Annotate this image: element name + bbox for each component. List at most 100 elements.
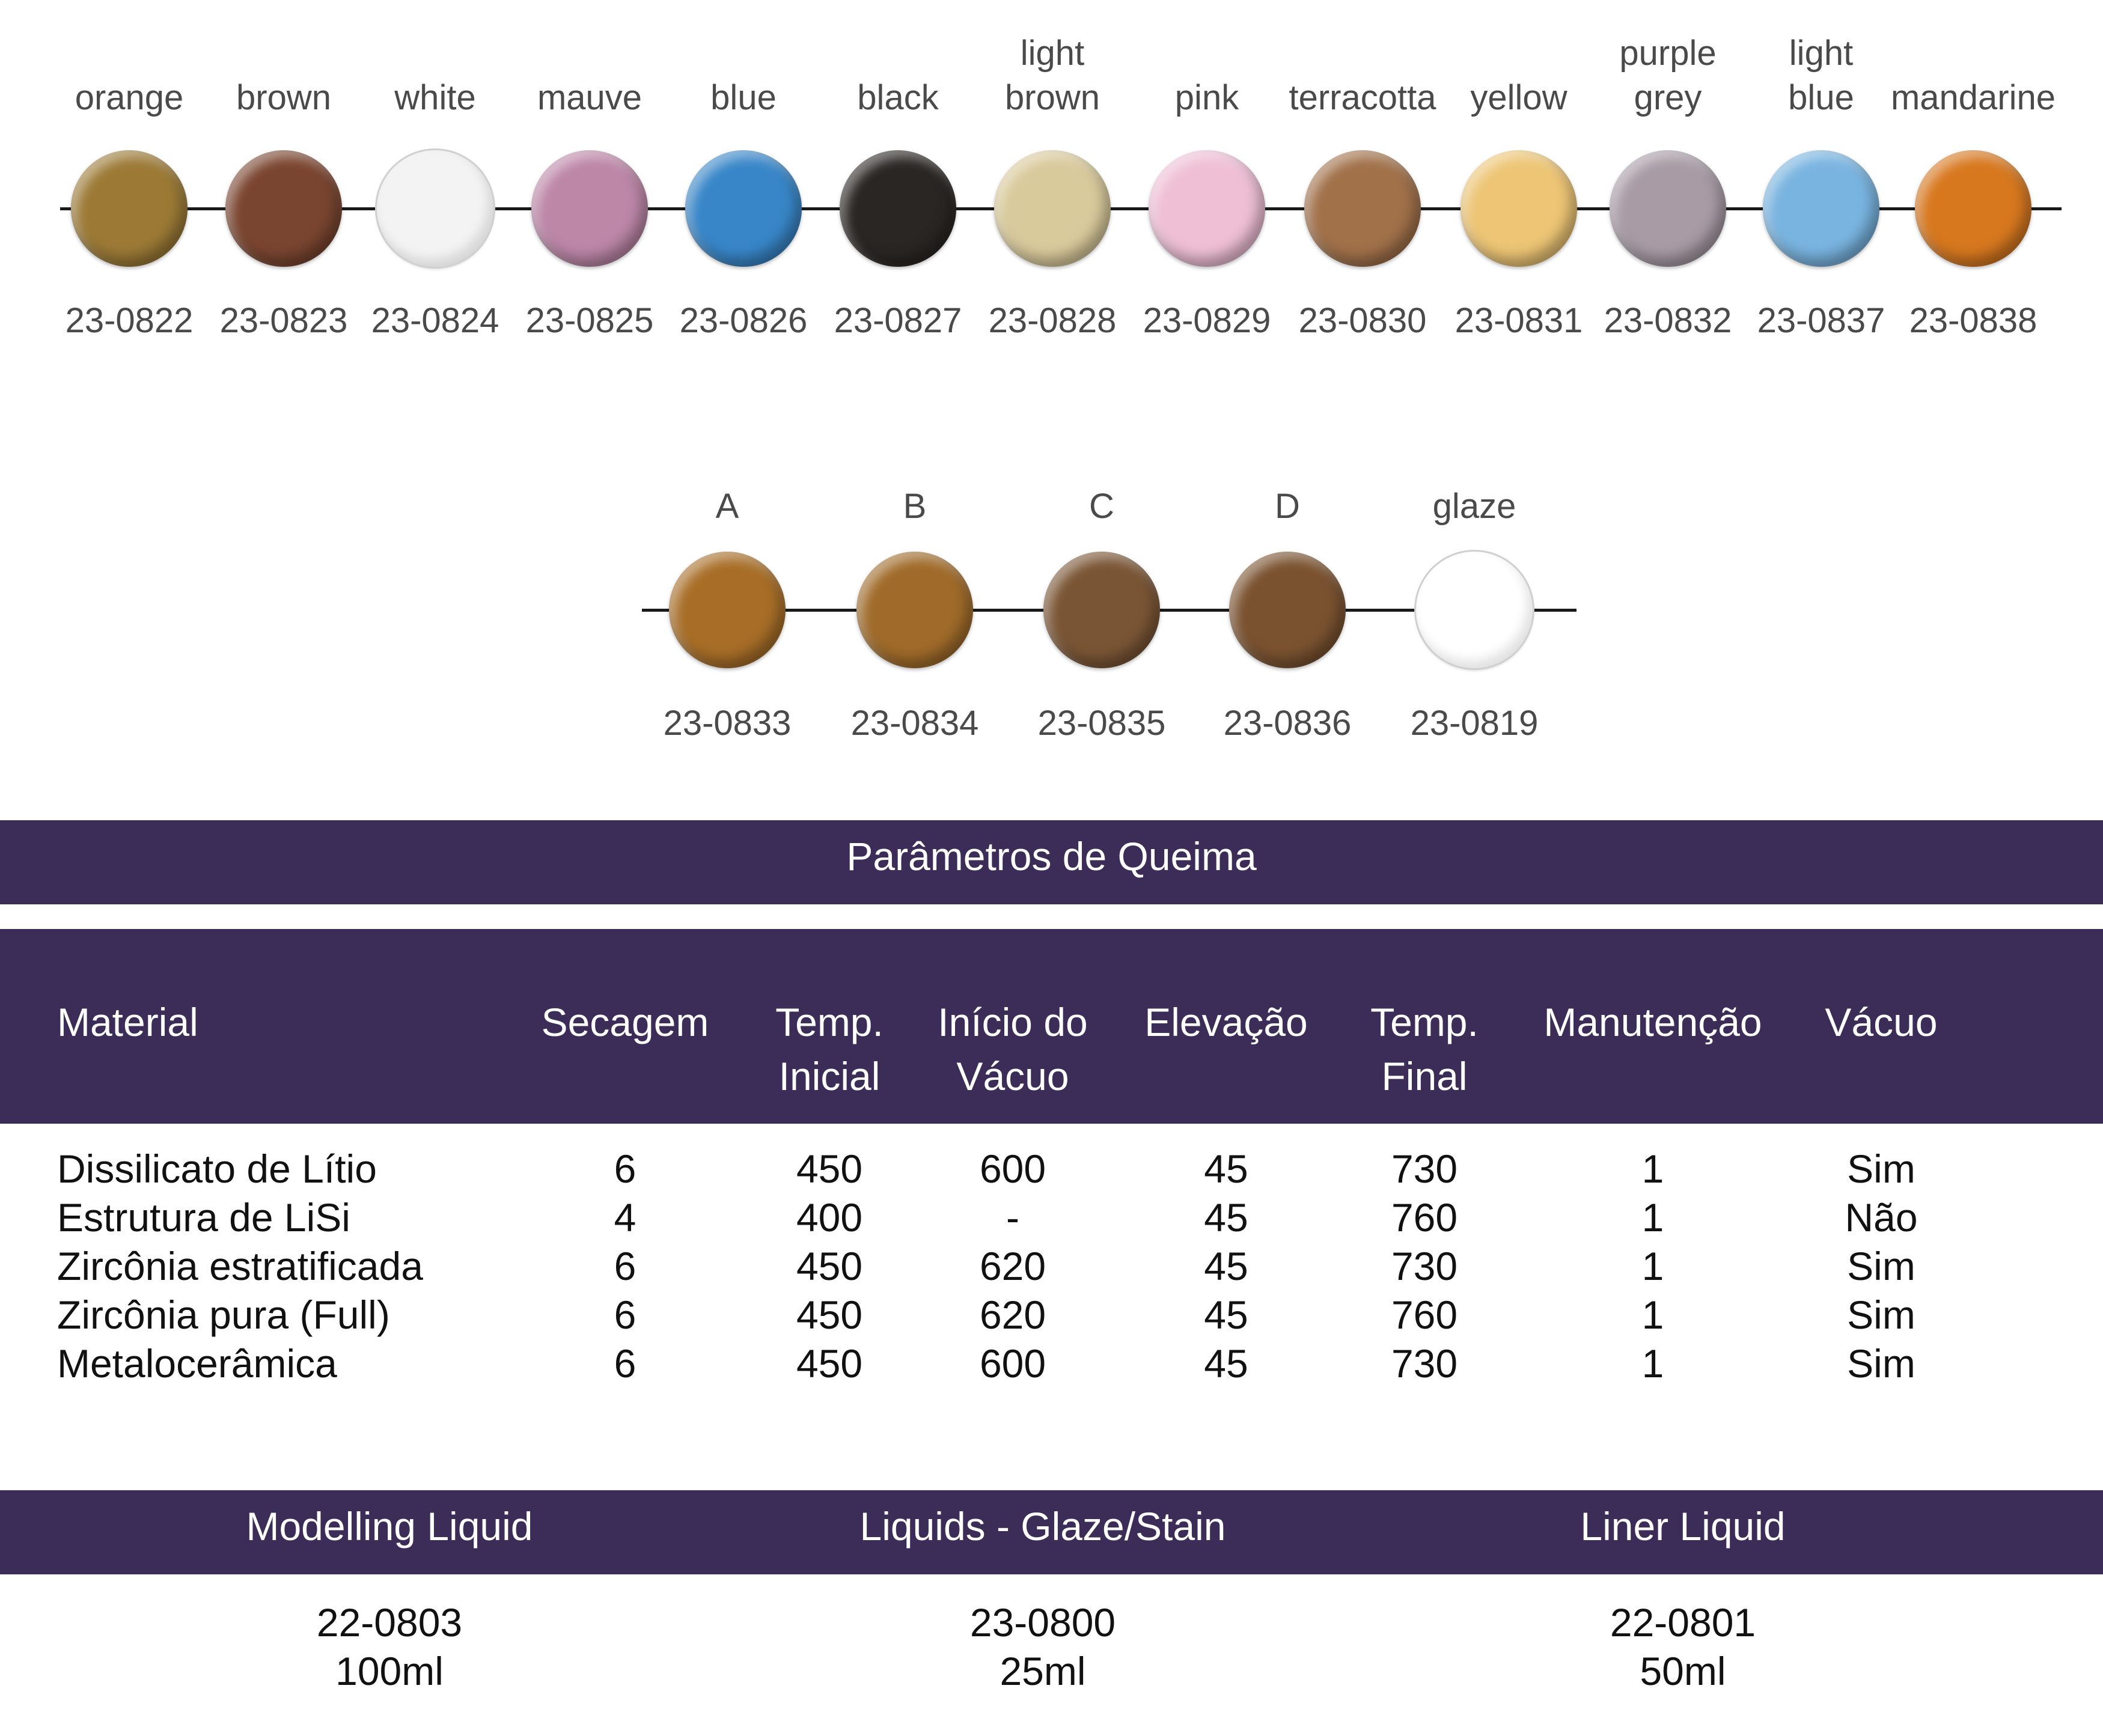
header-elevacao: Elevação ºC/min	[1144, 1000, 1308, 1154]
swatch-code: 23-0822	[65, 301, 194, 340]
swatch-code: 23-0832	[1604, 301, 1732, 340]
liquid-title-liner: Liner Liquid	[1580, 1504, 1786, 1549]
swatch-color-dot	[685, 150, 802, 267]
swatch-color-dot	[1304, 150, 1421, 267]
swatch-color-dot	[531, 150, 648, 267]
table-cell: 450	[796, 1244, 863, 1288]
swatch-color-dot	[840, 150, 956, 267]
table-cell: 6	[614, 1147, 636, 1191]
cell-material: Zircônia estratificada	[57, 1244, 423, 1288]
table-cell: 760	[1391, 1195, 1458, 1240]
table-cell: 6	[614, 1244, 636, 1288]
table-cell: 1	[1641, 1147, 1664, 1191]
table-row: Metalocerâmica 6 450 600 45 730 1 Sim	[0, 1339, 2103, 1388]
table-cell: 45	[1204, 1293, 1248, 1337]
swatch-color-dot	[1043, 552, 1160, 668]
swatch-color-dot	[1229, 552, 1346, 668]
swatch-code: 23-0829	[1143, 301, 1271, 340]
swatch-code: 23-0838	[1909, 301, 2037, 340]
liquids-band: Modelling Liquid Liquids - Glaze/Stain L…	[0, 1490, 2103, 1574]
table-cell: 730	[1391, 1147, 1458, 1191]
table-cell: 45	[1204, 1147, 1248, 1191]
swatch-code: 23-0831	[1454, 301, 1583, 340]
liquid-title-modelling: Modelling Liquid	[246, 1504, 533, 1549]
table-cell: 45	[1204, 1195, 1248, 1240]
swatch-code: 23-0819	[1410, 704, 1539, 743]
table-row: Dissilicato de Lítio 6 450 600 45 730 1 Sim	[0, 1145, 2103, 1193]
header-manutencao: Manutenção (min.)	[1543, 1000, 1762, 1154]
swatch-color-dot	[994, 150, 1111, 267]
table-cell: 1	[1641, 1293, 1664, 1337]
liquid-glaze-stain: 23-0800 25ml	[802, 1598, 1283, 1696]
swatch-name: brown	[236, 78, 331, 117]
header-inicio-vacuo: Início do Vácuo ºC	[938, 1000, 1088, 1156]
swatch-code: 23-0825	[525, 301, 654, 340]
swatch-code: 23-0836	[1223, 704, 1352, 743]
cell-material: Metalocerâmica	[57, 1341, 337, 1386]
table-cell: 450	[796, 1147, 863, 1191]
liquid-code: 22-0803	[316, 1600, 463, 1645]
swatch-color-dot	[1149, 150, 1265, 267]
swatch-color-dot	[669, 552, 786, 668]
swatch-color-dot	[856, 552, 973, 668]
table-cell: Não	[1845, 1195, 1918, 1240]
cell-material: Estrutura de LiSi	[57, 1195, 350, 1240]
liquid-code: 23-0800	[969, 1600, 1116, 1645]
liquid-volume: 50ml	[1640, 1649, 1726, 1693]
table-cell: 1	[1641, 1244, 1664, 1288]
swatch-name: purple grey	[1619, 34, 1717, 117]
table-cell: Sim	[1847, 1293, 1915, 1337]
firing-title: Parâmetros de Queima	[846, 834, 1257, 879]
table-header-band: Material Secagem (min) Temp. Inicial ºC …	[0, 929, 2103, 1156]
table-cell: Sim	[1847, 1244, 1915, 1288]
swatch-name: B	[903, 487, 927, 526]
table-cell: -	[1006, 1195, 1019, 1240]
swatch-name: pink	[1174, 78, 1239, 117]
swatch-code: 23-0826	[679, 301, 808, 340]
liquid-volume: 25ml	[1000, 1649, 1086, 1693]
swatch-name: black	[857, 78, 939, 117]
table-row: Zircônia estratificada 6 450 620 45 730 1 Sim	[0, 1242, 2103, 1291]
swatch-code: 23-0837	[1757, 301, 1885, 340]
swatch-name: light brown	[1005, 34, 1100, 117]
swatch-code: 23-0830	[1298, 301, 1427, 340]
table-cell: 1	[1641, 1195, 1664, 1240]
liquid-modelling: 22-0803 100ml	[149, 1598, 630, 1696]
swatch-name: terracotta	[1289, 78, 1436, 117]
swatch-code: 23-0833	[663, 704, 792, 743]
swatch-code: 23-0834	[850, 704, 979, 743]
swatch-name: white	[394, 78, 476, 117]
table-cell: 45	[1204, 1244, 1248, 1288]
table-cell: 6	[614, 1341, 636, 1386]
liquid-title-glaze-stain: Liquids - Glaze/Stain	[859, 1504, 1226, 1549]
table-cell: 730	[1391, 1341, 1458, 1386]
table-cell: 4	[614, 1195, 636, 1240]
header-temp-inicial: Temp. Inicial ºC	[775, 1000, 884, 1156]
table-cell: 600	[979, 1341, 1046, 1386]
swatch-code: 23-0828	[988, 301, 1117, 340]
firing-title-band: Parâmetros de Queima	[0, 820, 2103, 904]
cell-material: Zircônia pura (Full)	[57, 1293, 390, 1337]
table-row: Estrutura de LiSi 4 400 - 45 760 1 Não	[0, 1193, 2103, 1242]
table-cell: 760	[1391, 1293, 1458, 1337]
table-cell: 400	[796, 1195, 863, 1240]
swatch-name: light blue	[1788, 34, 1854, 117]
table-cell: 620	[979, 1244, 1046, 1288]
header-material: Material	[57, 1000, 198, 1044]
swatch-color-dot	[1763, 150, 1879, 267]
swatch-name: mauve	[537, 78, 642, 117]
swatch-color-dot	[1610, 150, 1726, 267]
header-secagem: Secagem (min)	[541, 1000, 709, 1154]
table-cell: 730	[1391, 1244, 1458, 1288]
liquid-code: 22-0801	[1610, 1600, 1756, 1645]
table-row: Zircônia pura (Full) 6 450 620 45 760 1 Sim	[0, 1291, 2103, 1339]
swatch-code: 23-0827	[834, 301, 962, 340]
liquid-liner: 22-0801 50ml	[1442, 1598, 1923, 1696]
swatch-color-dot	[225, 150, 342, 267]
swatch-code: 23-0823	[219, 301, 348, 340]
swatch-code: 23-0835	[1037, 704, 1166, 743]
swatch-name: C	[1089, 487, 1114, 526]
table-cell: 450	[796, 1293, 863, 1337]
swatch-color-dot	[377, 150, 493, 267]
swatch-name: D	[1275, 487, 1300, 526]
